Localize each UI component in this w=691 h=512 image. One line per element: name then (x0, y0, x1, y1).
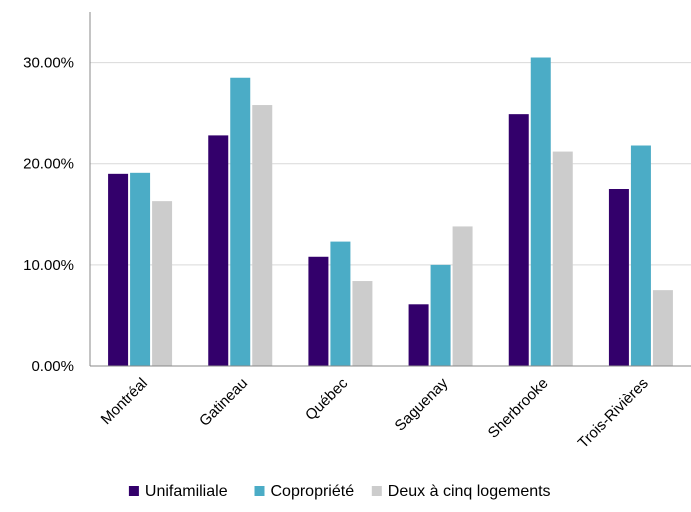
y-tick-label: 10.00% (23, 257, 74, 274)
gridlines (90, 62, 691, 266)
legend-label: Copropriété (271, 483, 355, 500)
y-tick-label: 30.00% (23, 55, 74, 72)
x-tick-label: Québec (302, 374, 352, 424)
y-tick-label: 20.00% (23, 156, 74, 173)
bar-copropri-t--4 (530, 57, 551, 367)
bar-deux-cinq-logements-2 (352, 281, 373, 366)
y-tick-labels: 0.00% 10.00% 20.00% 30.00% (23, 55, 74, 375)
axes (89, 12, 691, 367)
bar-deux-cinq-logements-1 (252, 105, 273, 367)
x-tick-label: Trois-Rivières (575, 375, 652, 452)
bar-copropri-t--5 (630, 145, 651, 366)
y-tick-label: 0.00% (31, 358, 74, 375)
x-tick-label: Sherbrooke (485, 375, 552, 442)
bar-unifamiliale-5 (608, 189, 629, 366)
bar-copropri-t--2 (330, 241, 351, 366)
legend-swatch (371, 486, 382, 496)
bar-unifamiliale-2 (308, 256, 329, 366)
bar-deux-cinq-logements-3 (452, 226, 473, 366)
bar-deux-cinq-logements-5 (652, 290, 673, 366)
bar-deux-cinq-logements-4 (552, 151, 573, 366)
x-tick-label: Gatineau (196, 375, 251, 430)
x-tick-label: Montréal (98, 375, 151, 428)
legend-swatch (254, 486, 265, 496)
bar-unifamiliale-0 (108, 173, 129, 366)
legend: Unifamiliale Copropriété Deux à cinq logem… (128, 483, 551, 500)
bars (108, 57, 673, 367)
bar-copropri-t--1 (230, 77, 251, 366)
x-tick-label: Saguenay (392, 374, 452, 434)
legend-swatch (128, 486, 139, 496)
bar-copropri-t--0 (130, 172, 151, 366)
bar-unifamiliale-3 (408, 304, 429, 366)
legend-label: Deux à cinq logements (388, 483, 551, 500)
bar-unifamiliale-1 (208, 135, 229, 366)
bar-copropri-t--3 (430, 264, 451, 366)
bar-unifamiliale-4 (508, 114, 529, 366)
legend-label: Unifamiliale (145, 483, 228, 500)
bar-deux-cinq-logements-0 (152, 201, 173, 366)
x-tick-labels: Montréal Gatineau Québec Saguenay Sherbrooke… (98, 374, 652, 451)
